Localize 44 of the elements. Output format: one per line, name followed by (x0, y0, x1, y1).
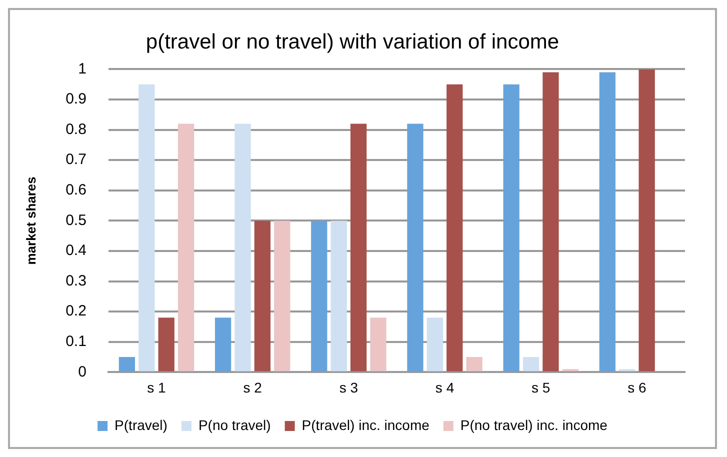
x-tick-label: s 1 (147, 379, 166, 396)
y-tick-label: 1 (78, 60, 86, 78)
y-tick-label: 0.3 (66, 272, 86, 290)
bar (214, 318, 232, 372)
y-tick-label: 0 (78, 363, 86, 380)
y-tick-label: 0.5 (66, 212, 86, 229)
bar (426, 318, 443, 372)
bar (542, 72, 559, 372)
y-tick-label: 0.9 (66, 90, 86, 108)
bar (178, 124, 194, 372)
legend-label: P(travel) (114, 416, 168, 433)
bar (330, 220, 347, 372)
bar (274, 220, 290, 372)
bar (466, 357, 482, 372)
y-tick-label: 0.8 (66, 120, 86, 138)
bar (311, 220, 328, 372)
y-tick-label: 0.1 (66, 333, 86, 350)
y-tick-label: 0.4 (66, 242, 86, 260)
bar (138, 84, 155, 372)
y-tick-label: 0.7 (66, 151, 86, 168)
bar (407, 124, 424, 372)
bar (522, 357, 540, 372)
bar (254, 220, 271, 372)
legend-label: P(travel) inc. income (302, 416, 430, 433)
x-tick-label: s 3 (339, 379, 358, 396)
x-tick-label: s 4 (435, 379, 454, 396)
bar (350, 124, 367, 372)
bar (118, 357, 136, 372)
bar (370, 318, 386, 372)
x-tick-label: s 6 (628, 379, 646, 396)
bar (158, 318, 174, 372)
y-tick-label: 0.2 (66, 302, 86, 320)
x-tick-label: s 5 (532, 379, 550, 396)
bar (503, 84, 520, 372)
bar (599, 72, 616, 372)
bar (446, 84, 463, 372)
legend-label: P(no travel) (198, 416, 271, 433)
bar (638, 69, 655, 372)
y-axis-title: market shares (23, 176, 38, 265)
x-tick-label: s 2 (243, 379, 262, 396)
chart-title: p(travel or no travel) with variation of income (146, 30, 560, 54)
legend-label: P(no travel) inc. income (460, 416, 608, 433)
y-tick-label: 0.6 (66, 182, 86, 199)
bar (234, 124, 251, 372)
